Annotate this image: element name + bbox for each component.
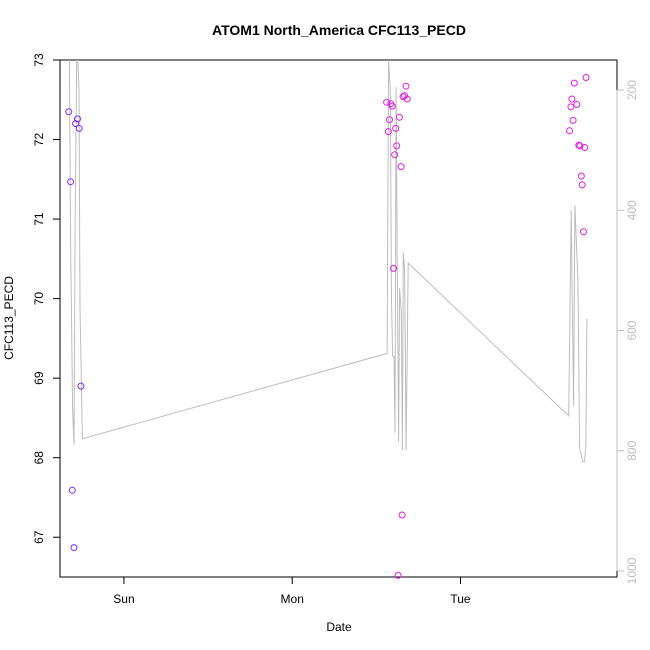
data-point bbox=[67, 178, 75, 186]
data-point bbox=[566, 127, 573, 135]
data-point bbox=[72, 120, 80, 128]
y-tick-label: 69 bbox=[32, 371, 46, 385]
data-point bbox=[578, 181, 586, 189]
data-point bbox=[567, 103, 575, 111]
data-point bbox=[65, 108, 73, 116]
data-point bbox=[403, 95, 411, 103]
x-tick-label: Sun bbox=[113, 592, 134, 606]
y-axis: 67 68 69 70 71 72 73 bbox=[32, 53, 60, 544]
x-axis: Sun Mon Tue bbox=[113, 577, 471, 606]
data-point bbox=[398, 511, 406, 519]
x-axis-label: Date bbox=[326, 620, 352, 634]
x-tick-label: Mon bbox=[281, 592, 304, 606]
data-point bbox=[569, 116, 577, 124]
y-tick-label: 73 bbox=[32, 53, 46, 67]
data-point bbox=[575, 141, 583, 149]
y2-tick-label: 200 bbox=[625, 80, 639, 100]
data-point bbox=[393, 142, 401, 150]
data-point bbox=[581, 144, 589, 151]
y-tick-label: 67 bbox=[32, 530, 46, 544]
y2-tick-label: 400 bbox=[625, 200, 639, 220]
y-tick-label: 72 bbox=[32, 133, 46, 147]
data-point bbox=[388, 102, 396, 110]
data-point bbox=[397, 163, 405, 171]
data-point bbox=[394, 571, 402, 579]
data-point bbox=[70, 544, 78, 552]
data-point bbox=[383, 98, 391, 106]
y2-tick-label: 1000 bbox=[625, 557, 639, 584]
plot-frame bbox=[59, 59, 618, 578]
data-point bbox=[68, 486, 76, 494]
y-tick-label: 70 bbox=[32, 292, 46, 306]
y-axis-label: CFC113_PECD bbox=[2, 276, 16, 360]
y2-tick-label: 800 bbox=[625, 440, 639, 460]
data-point bbox=[75, 124, 83, 132]
data-point bbox=[391, 151, 399, 159]
data-point bbox=[570, 79, 578, 87]
data-point bbox=[576, 142, 584, 150]
y-tick-label: 68 bbox=[32, 451, 46, 465]
data-point bbox=[568, 95, 576, 103]
data-point bbox=[77, 382, 85, 390]
data-point bbox=[386, 116, 393, 124]
x-tick-label: Tue bbox=[450, 592, 471, 606]
y2-axis: 200 400 600 800 1000 bbox=[616, 80, 639, 584]
data-point bbox=[392, 124, 400, 132]
data-point bbox=[390, 264, 397, 272]
y-tick-label: 71 bbox=[32, 212, 46, 226]
data-point bbox=[402, 82, 410, 90]
data-point bbox=[384, 128, 392, 136]
chart-title: ATOM1 North_America CFC113_PECD bbox=[212, 22, 466, 38]
plot-area bbox=[65, 60, 590, 579]
data-point bbox=[573, 101, 581, 108]
data-point bbox=[74, 115, 81, 123]
y2-tick-label: 600 bbox=[625, 320, 639, 340]
data-point bbox=[577, 172, 585, 180]
series-line bbox=[68, 60, 588, 463]
data-point bbox=[582, 74, 590, 81]
data-point bbox=[395, 113, 403, 121]
data-point bbox=[580, 228, 587, 236]
